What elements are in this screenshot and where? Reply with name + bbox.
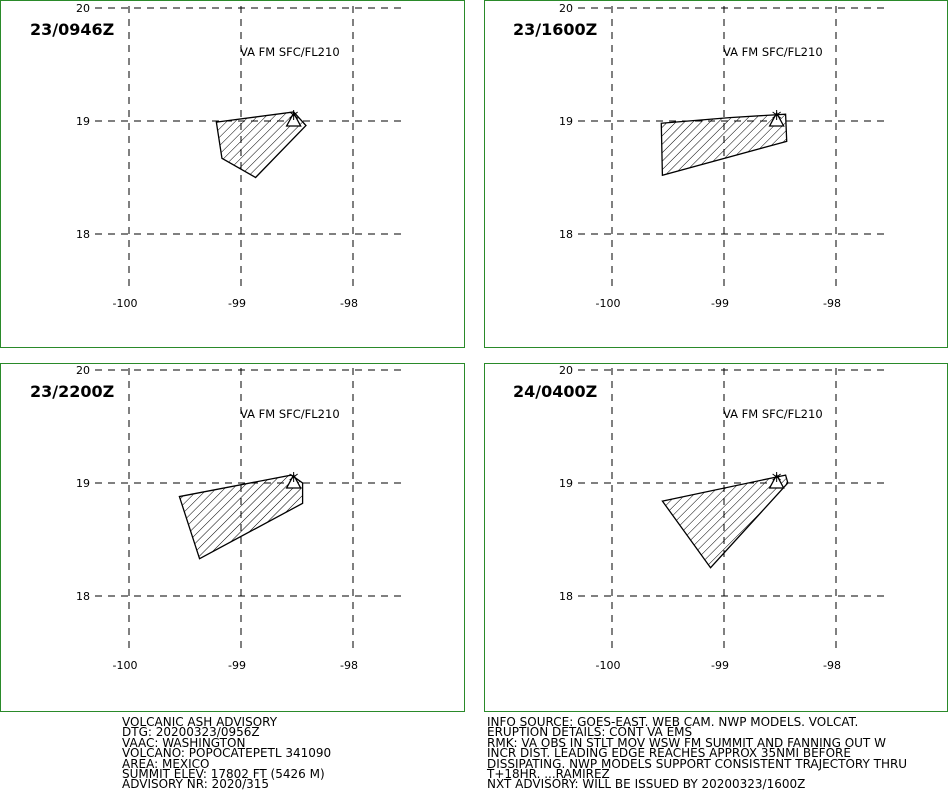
advisory-line: VOLCANO: POPOCATEPETL 341090	[122, 746, 332, 761]
forecast-panel-2: 20 19 18 -100 -99 -98 23/1600Z VA FM SFC/FL210	[484, 0, 948, 348]
ash-layer-label: VA FM SFC/FL210	[723, 45, 823, 59]
advisory-line: DTG: 20200323/0956Z	[122, 725, 260, 740]
lat-label: 19	[559, 115, 573, 128]
lat-label: 18	[559, 228, 573, 241]
panel-frame	[484, 363, 948, 712]
lat-label: 18	[559, 590, 573, 603]
forecast-time-title: 23/0946Z	[30, 20, 114, 39]
lat-label: 20	[559, 364, 573, 377]
lat-label: 20	[559, 2, 573, 15]
advisory-line: VOLCANIC ASH ADVISORY	[122, 715, 278, 729]
lon-label: -98	[823, 297, 841, 310]
advisory-line: SUMMIT ELEV: 17802 FT (5426 M)	[122, 767, 325, 782]
lat-label: 19	[76, 115, 90, 128]
forecast-panel-3: 20 19 18 -100 -99 -98 23/2200Z VA FM SFC/FL210	[0, 363, 465, 712]
ash-cloud-polygon	[178, 474, 304, 560]
advisory-line: NXT ADVISORY: WILL BE ISSUED BY 20200323…	[487, 777, 806, 792]
advisory-line: INFO SOURCE: GOES-EAST. WEB CAM. NWP MOD…	[487, 715, 859, 729]
lat-label: 19	[76, 477, 90, 490]
volcano-star-icon	[289, 110, 298, 120]
lon-label: -98	[340, 659, 358, 672]
advisory-line: RMK: VA OBS IN STLT MOV WSW FM SUMMIT AN…	[487, 735, 886, 750]
ash-cloud-polygon	[661, 474, 789, 569]
forecast-time-title: 24/0400Z	[513, 382, 597, 401]
ash-layer-label: VA FM SFC/FL210	[240, 407, 340, 421]
panel-frame	[484, 0, 948, 348]
ash-layer-label: VA FM SFC/FL210	[723, 407, 823, 421]
lon-label: -98	[823, 659, 841, 672]
volcano-star-icon	[772, 472, 781, 482]
advisory-line: ERUPTION DETAILS: CONT VA EMS	[487, 725, 693, 740]
ash-cloud-polygon	[215, 111, 307, 179]
panel-frame	[0, 0, 465, 348]
advisory-line: ADVISORY NR: 2020/315	[122, 777, 270, 792]
lat-label: 18	[76, 228, 90, 241]
volcano-star-icon	[289, 472, 298, 482]
advisory-line: T+18HR. ...RAMIREZ	[487, 767, 610, 782]
lat-label: 20	[76, 364, 90, 377]
advisory-line: INCR DIST. LEADING EDGE REACHES APPROX 3…	[487, 746, 851, 761]
ash-layer-label: VA FM SFC/FL210	[240, 45, 340, 59]
advisory-line: DISSIPATING. NWP MODELS SUPPORT CONSISTE…	[487, 756, 908, 771]
panel-frame	[0, 363, 465, 712]
lon-label: -100	[596, 297, 621, 310]
lon-label: -100	[596, 659, 621, 672]
advisory-right-block: INFO SOURCE: GOES-EAST. WEB CAM. NWP MOD…	[487, 715, 908, 792]
forecast-time-title: 23/2200Z	[30, 382, 114, 401]
forecast-panel-1: 20 19 18 -100 -99 -98 23/0946Z VA FM SFC/FL210	[0, 0, 465, 348]
lon-label: -100	[113, 297, 138, 310]
advisory-line: AREA: MEXICO	[122, 756, 210, 771]
lat-label: 19	[559, 477, 573, 490]
forecast-time-title: 23/1600Z	[513, 20, 597, 39]
forecast-panel-4: 20 19 18 -100 -99 -98 24/0400Z VA FM SFC/FL210	[484, 363, 948, 712]
lon-label: -100	[113, 659, 138, 672]
lon-label: -99	[228, 297, 246, 310]
lat-label: 18	[76, 590, 90, 603]
volcano-star-icon	[772, 110, 781, 120]
lon-label: -98	[340, 297, 358, 310]
ash-cloud-polygon	[660, 113, 788, 177]
lat-label: 20	[76, 2, 90, 15]
advisory-left-block: VOLCANIC ASH ADVISORY DTG: 20200323/0956Z…	[122, 715, 332, 792]
lon-label: -99	[711, 659, 729, 672]
lon-label: -99	[711, 297, 729, 310]
advisory-line: VAAC: WASHINGTON	[122, 735, 246, 750]
lon-label: -99	[228, 659, 246, 672]
